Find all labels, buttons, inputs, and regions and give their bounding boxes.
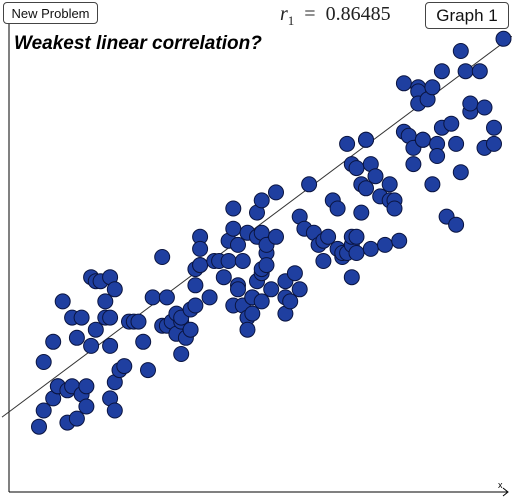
data-point <box>97 293 114 310</box>
data-point <box>429 148 446 164</box>
data-point <box>320 228 337 245</box>
data-point <box>291 281 308 298</box>
data-point <box>54 293 71 310</box>
x-axis-label: x <box>498 480 503 490</box>
data-point <box>192 257 209 274</box>
data-point <box>452 164 469 181</box>
data-point <box>135 333 152 350</box>
data-point <box>386 200 403 217</box>
data-point <box>339 135 356 152</box>
data-point <box>315 253 332 269</box>
data-point <box>192 240 209 257</box>
data-point <box>362 240 379 257</box>
data-point <box>225 220 242 237</box>
data-point <box>348 160 365 177</box>
data-point <box>182 321 199 338</box>
data-point <box>263 281 280 298</box>
data-point <box>395 75 412 92</box>
data-point <box>106 281 123 298</box>
data-point <box>187 297 204 314</box>
data-point <box>329 200 346 217</box>
r-symbol: r <box>280 3 288 25</box>
data-point <box>230 236 246 253</box>
x-axis-arrow-icon <box>502 487 509 497</box>
question-prompt: Weakest linear correlation? <box>14 33 262 54</box>
data-point <box>424 79 441 96</box>
data-point <box>301 176 318 193</box>
data-point <box>45 333 62 350</box>
data-point <box>116 358 133 375</box>
data-point <box>348 245 365 261</box>
data-point <box>358 131 374 148</box>
data-point <box>173 346 190 362</box>
data-point <box>381 176 398 193</box>
data-point <box>253 293 270 310</box>
data-point <box>424 176 441 193</box>
data-point <box>106 402 123 419</box>
data-point <box>220 253 237 269</box>
data-point <box>448 135 465 152</box>
r-value: 0.86485 <box>325 3 391 25</box>
data-point <box>448 216 465 233</box>
data-point <box>457 63 474 80</box>
data-point <box>35 354 52 370</box>
data-point <box>78 378 95 395</box>
data-point <box>353 204 370 221</box>
new-problem-button[interactable]: New Problem <box>3 2 98 24</box>
data-point <box>286 265 303 282</box>
data-point <box>154 249 171 265</box>
data-point <box>130 313 147 330</box>
data-point <box>215 269 232 286</box>
data-point <box>414 131 431 148</box>
data-point <box>343 269 360 286</box>
data-point <box>495 30 512 47</box>
equals-sign: = <box>304 3 316 25</box>
data-point <box>144 289 161 306</box>
data-point <box>187 277 204 294</box>
data-point <box>377 236 393 253</box>
data-point <box>471 63 488 80</box>
data-point <box>358 180 374 197</box>
data-point <box>140 362 156 379</box>
data-point <box>87 321 104 338</box>
data-point <box>258 257 275 274</box>
data-point <box>253 192 270 209</box>
data-point <box>244 305 261 322</box>
data-point <box>476 99 493 116</box>
data-point <box>31 418 47 435</box>
data-point <box>68 329 85 346</box>
data-point <box>230 281 246 298</box>
data-point <box>486 135 502 152</box>
data-point <box>102 337 119 354</box>
graph-select-button[interactable]: Graph 1 <box>425 2 509 29</box>
data-point <box>282 293 299 310</box>
data-point <box>73 309 90 326</box>
data-point <box>78 398 95 415</box>
correlation-readout: r1 = 0.86485 <box>280 3 391 29</box>
data-point <box>158 289 175 306</box>
data-point <box>452 43 469 59</box>
data-point <box>268 184 284 201</box>
data-point <box>234 253 251 269</box>
data-point <box>239 321 256 338</box>
data-points <box>31 30 512 435</box>
data-point <box>443 115 460 132</box>
data-point <box>68 410 85 427</box>
data-point <box>391 232 408 249</box>
data-point <box>367 168 384 185</box>
data-point <box>102 309 119 326</box>
data-point <box>433 63 450 80</box>
data-point <box>268 228 284 245</box>
r-subscript: 1 <box>287 13 295 28</box>
data-point <box>462 95 479 112</box>
data-point <box>225 200 242 217</box>
data-point <box>348 228 365 245</box>
data-point <box>201 289 218 306</box>
data-point <box>486 119 502 136</box>
data-point <box>405 156 422 173</box>
data-point <box>83 337 100 354</box>
data-point <box>35 402 52 419</box>
